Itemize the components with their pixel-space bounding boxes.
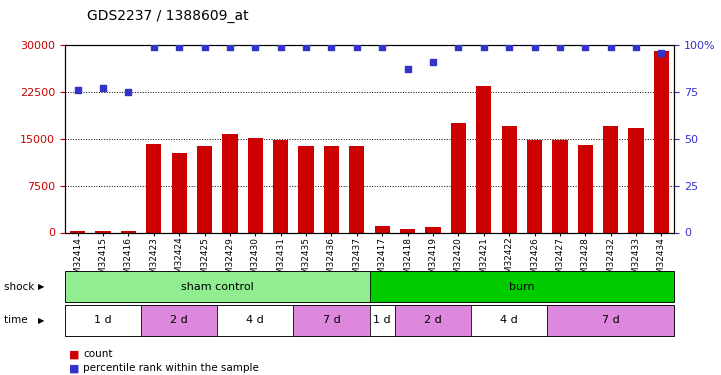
Text: ■: ■ <box>68 363 79 373</box>
Text: percentile rank within the sample: percentile rank within the sample <box>83 363 259 373</box>
Text: 7 d: 7 d <box>602 315 619 325</box>
Point <box>503 44 515 50</box>
Text: 2 d: 2 d <box>424 315 442 325</box>
Text: 4 d: 4 d <box>500 315 518 325</box>
Point <box>199 44 211 50</box>
Point <box>580 44 591 50</box>
Point <box>249 44 261 50</box>
Bar <box>273 140 288 232</box>
Point <box>173 44 185 50</box>
Text: shock: shock <box>4 282 37 291</box>
Text: 2 d: 2 d <box>170 315 188 325</box>
Point <box>554 44 566 50</box>
Point <box>376 44 388 50</box>
Point <box>605 44 616 50</box>
Bar <box>629 128 644 232</box>
Bar <box>172 153 187 232</box>
Text: burn: burn <box>509 282 535 291</box>
Text: count: count <box>83 350 112 359</box>
Text: sham control: sham control <box>181 282 254 291</box>
Point <box>275 44 286 50</box>
Point <box>300 44 311 50</box>
Bar <box>476 86 492 232</box>
Bar <box>502 126 517 232</box>
Bar <box>197 146 212 232</box>
Bar <box>552 140 567 232</box>
Text: 4 d: 4 d <box>247 315 264 325</box>
Point <box>123 89 134 95</box>
Text: 7 d: 7 d <box>322 315 340 325</box>
Bar <box>349 146 364 232</box>
Bar <box>425 227 441 232</box>
Bar <box>375 226 390 232</box>
Bar <box>527 140 542 232</box>
Bar <box>324 146 339 232</box>
Bar <box>120 231 136 232</box>
Point <box>478 44 490 50</box>
Bar <box>70 231 85 232</box>
Point <box>351 44 363 50</box>
Point <box>655 50 667 55</box>
Text: time: time <box>4 315 30 325</box>
Point <box>326 44 337 50</box>
Point <box>97 85 109 91</box>
Bar <box>146 144 162 232</box>
Bar <box>654 51 669 232</box>
Bar <box>298 146 314 232</box>
Text: ▶: ▶ <box>37 282 44 291</box>
Bar <box>222 134 237 232</box>
Bar <box>400 230 415 232</box>
Point <box>630 44 642 50</box>
Bar <box>95 231 110 232</box>
Point <box>453 44 464 50</box>
Text: GDS2237 / 1388609_at: GDS2237 / 1388609_at <box>87 9 248 23</box>
Bar <box>451 123 466 232</box>
Text: ■: ■ <box>68 350 79 359</box>
Point <box>148 44 159 50</box>
Point <box>224 44 236 50</box>
Bar <box>578 145 593 232</box>
Text: 1 d: 1 d <box>94 315 112 325</box>
Point <box>72 87 84 93</box>
Point <box>428 59 439 65</box>
Point <box>402 66 413 72</box>
Point <box>528 44 540 50</box>
Text: ▶: ▶ <box>37 316 44 325</box>
Bar <box>603 126 619 232</box>
Bar <box>248 138 263 232</box>
Text: 1 d: 1 d <box>373 315 391 325</box>
